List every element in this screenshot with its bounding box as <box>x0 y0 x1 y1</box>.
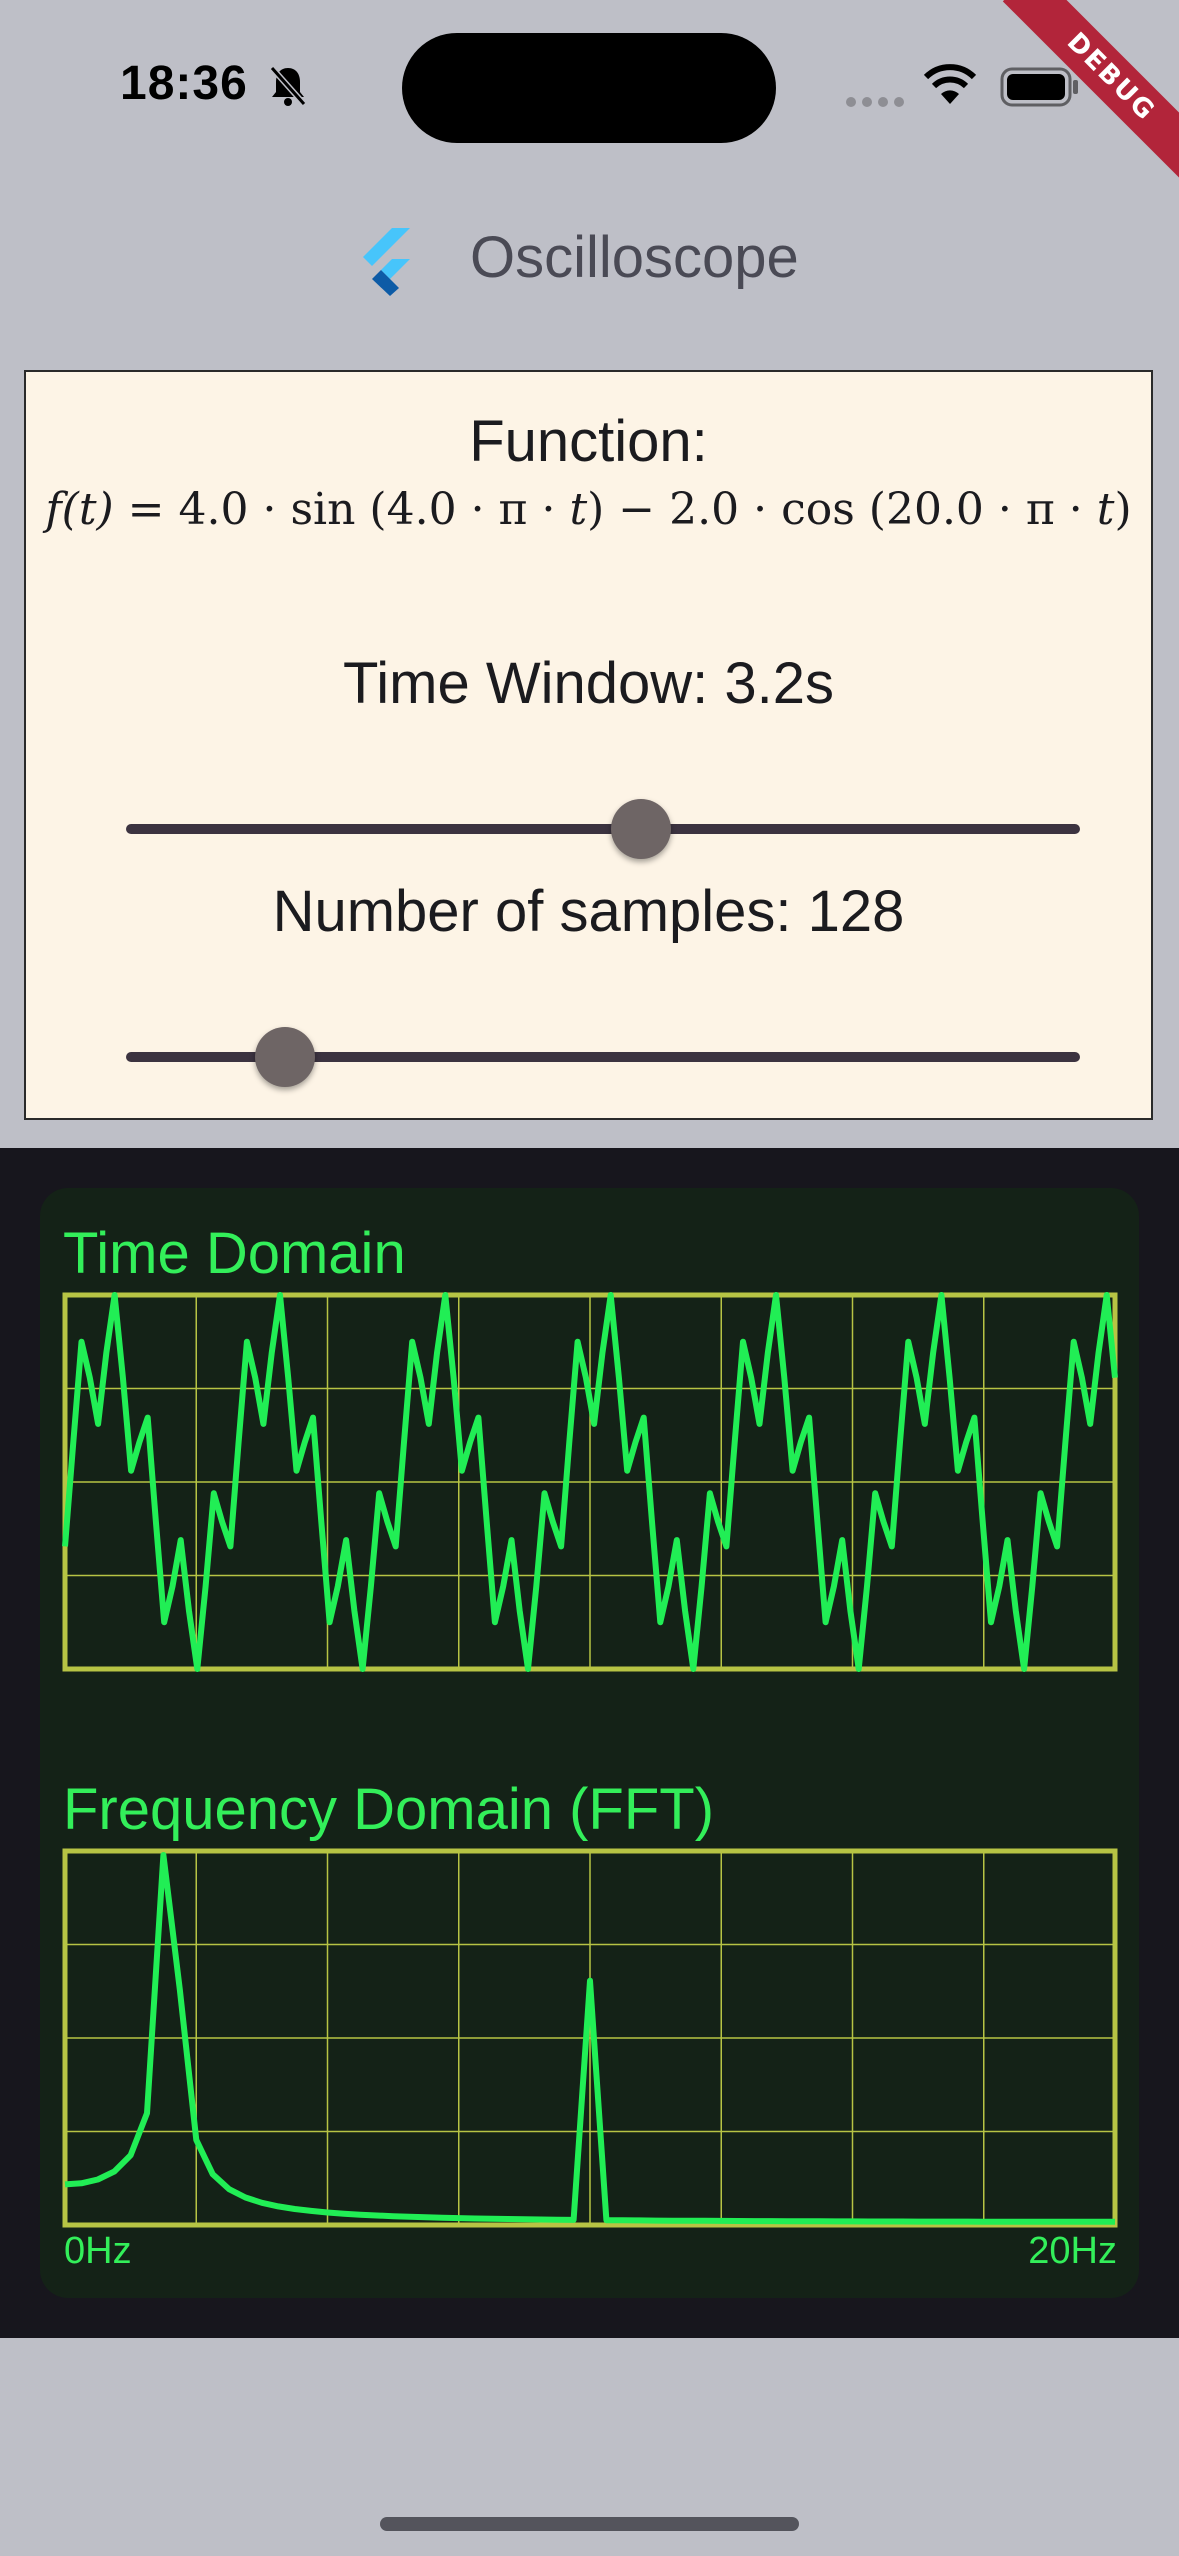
scope-card: Time Domain Frequency Domain (FFT) 0Hz 2… <box>40 1188 1139 2298</box>
formula-frequency-2: 20.0 <box>885 484 984 535</box>
freq-axis-max-label: 20Hz <box>1028 2230 1117 2272</box>
formula-lhs: f(t) = <box>45 484 179 535</box>
samples-slider-thumb[interactable] <box>255 1027 316 1087</box>
app-bar: Oscilloscope <box>0 210 1179 315</box>
time-window-slider-thumb[interactable] <box>611 799 672 859</box>
app-title: Oscilloscope <box>470 225 799 290</box>
function-formula: f(t) = 4.0 · sin (4.0 · π · t) − 2.0 · c… <box>45 484 1132 535</box>
time-domain-plot <box>62 1292 1118 1672</box>
control-panel: Function: f(t) = 4.0 · sin (4.0 · π · t)… <box>24 370 1153 1120</box>
frequency-domain-plot <box>62 1848 1118 2228</box>
status-bar: 18:36 DEBUG <box>0 0 1179 186</box>
function-label: Function: <box>469 409 708 474</box>
formula-amplitude-b: 2.0 <box>669 484 740 535</box>
formula-amplitude-a: 4.0 <box>178 484 249 535</box>
wifi-icon <box>923 64 977 104</box>
time-window-label: Time Window: 3.2s <box>343 651 834 716</box>
formula-frequency-1: 4.0 <box>386 484 457 535</box>
scope-area: Time Domain Frequency Domain (FFT) 0Hz 2… <box>0 1148 1179 2338</box>
time-plot-border <box>62 1292 1118 1672</box>
time-trace <box>62 1292 1118 1672</box>
bell-slash-icon <box>269 66 307 106</box>
freq-axis-min-label: 0Hz <box>64 2230 132 2272</box>
flutter-logo-icon <box>363 228 410 296</box>
battery-icon <box>1000 67 1078 107</box>
time-window-slider-track[interactable] <box>126 824 1080 834</box>
debug-banner-label: DEBUG <box>1002 0 1179 186</box>
home-indicator[interactable] <box>380 2517 799 2531</box>
dynamic-island <box>402 33 776 143</box>
samples-slider-track[interactable] <box>126 1052 1080 1062</box>
samples-slider[interactable] <box>126 1022 1080 1092</box>
debug-banner: DEBUG <box>979 0 1179 200</box>
time-window-slider[interactable] <box>126 794 1080 864</box>
frequency-domain-title: Frequency Domain (FFT) <box>63 1777 715 1842</box>
freq-plot-border <box>62 1848 1118 2228</box>
samples-label: Number of samples: 128 <box>272 879 905 944</box>
cellular-dots-icon <box>846 97 904 107</box>
status-time: 18:36 <box>120 57 248 110</box>
time-domain-title: Time Domain <box>63 1221 406 1286</box>
freq-trace <box>64 1852 1115 2225</box>
